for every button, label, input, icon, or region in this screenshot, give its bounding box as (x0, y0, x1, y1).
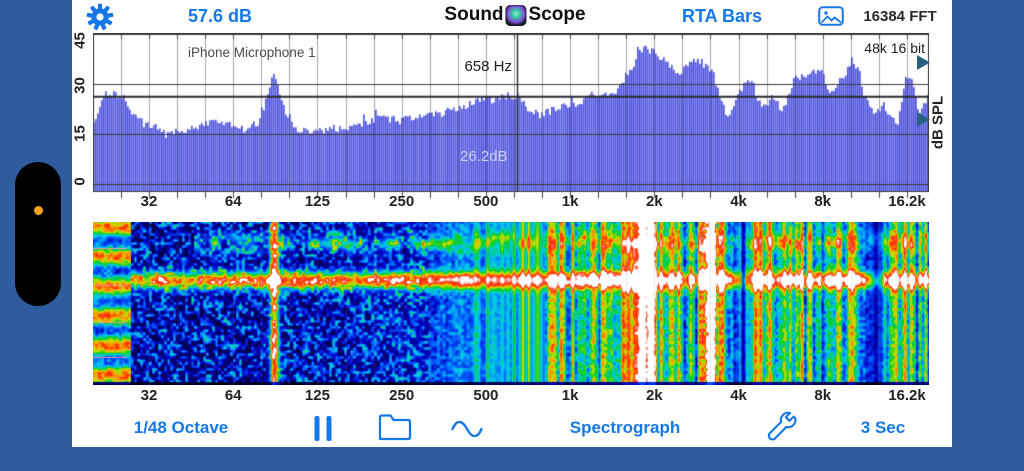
pause-button[interactable] (314, 416, 332, 441)
y-tick-30: 30 (71, 77, 89, 94)
fft-size-label: 16384 FFT (863, 8, 937, 25)
sample-format-label: 48k 16 bit (864, 40, 925, 56)
spec-x-tick-2k: 2k (645, 387, 663, 404)
y-tick-0: 0 (71, 177, 89, 186)
soundscope-logo-icon (505, 4, 527, 26)
rta-x-tick-16.2k: 16.2k (888, 193, 926, 210)
screenshot-button[interactable] (818, 6, 844, 26)
camera-dot (34, 206, 43, 215)
pause-icon (314, 416, 332, 441)
device-camera-pill (15, 162, 61, 306)
app-window: 57.6 dB Sound Scope RTA Bars 16384 FFT 4… (72, 0, 952, 447)
spec-x-tick-32: 32 (140, 387, 158, 404)
spectrograph-x-axis: 32 64 125 250 500 1k 2k 4k 8k 16.2k (72, 387, 952, 405)
level-readout[interactable]: 57.6 dB (187, 6, 253, 26)
gear-icon (86, 3, 114, 35)
rta-x-tick-8k: 8k (814, 193, 832, 210)
folder-icon (378, 414, 412, 445)
files-button[interactable] (378, 414, 412, 446)
rta-x-tick-64: 64 (224, 193, 242, 210)
rta-x-tick-125: 125 (304, 193, 330, 210)
rta-bars-plot[interactable] (93, 33, 929, 199)
spec-x-tick-64: 64 (224, 387, 242, 404)
spec-x-tick-250: 250 (389, 387, 415, 404)
y-axis-title: dB SPL (929, 95, 947, 150)
tools-button[interactable] (765, 410, 799, 449)
level-marker right-arrow-icon[interactable] (917, 112, 930, 132)
app-title-part2: Scope (528, 4, 586, 25)
spec-x-tick-8k: 8k (814, 387, 832, 404)
signal-generator-button[interactable] (451, 420, 483, 442)
mode-selector-button[interactable]: RTA Bars (681, 6, 763, 26)
time-span-button[interactable]: 3 Sec (860, 418, 906, 437)
peak-marker right-arrow-icon[interactable] (917, 55, 930, 75)
wrench-icon (765, 411, 799, 448)
spec-x-tick-4k: 4k (730, 387, 747, 404)
spectrograph-plot[interactable] (93, 222, 929, 385)
app-title: Sound Scope (444, 4, 586, 26)
photo-icon (818, 6, 844, 30)
rta-x-tick-32: 32 (140, 193, 158, 210)
sine-wave-icon (451, 420, 483, 441)
y-tick-45: 45 (71, 32, 89, 49)
input-source-label: iPhone Microphone 1 (188, 45, 316, 60)
spec-x-tick-16.2k: 16.2k (888, 387, 926, 404)
app-title-part1: Sound (444, 4, 504, 25)
cursor-level-label: 26.2dB (460, 148, 508, 165)
view-selector-button[interactable]: Spectrograph (569, 418, 681, 437)
rta-x-tick-1k: 1k (561, 193, 579, 210)
rta-x-axis: 32 64 125 250 500 1k 2k 4k 8k 16.2k (72, 193, 952, 211)
y-tick-15: 15 (71, 125, 89, 142)
rta-x-tick-2k: 2k (645, 193, 663, 210)
rta-x-tick-4k: 4k (730, 193, 747, 210)
cursor-frequency-label: 658 Hz (464, 58, 512, 75)
octave-resolution-button[interactable]: 1/48 Octave (133, 418, 229, 437)
rta-x-tick-250: 250 (389, 193, 415, 210)
settings-button[interactable] (86, 3, 116, 31)
spec-x-tick-1k: 1k (561, 387, 579, 404)
spec-x-tick-125: 125 (304, 387, 330, 404)
rta-x-tick-500: 500 (473, 193, 499, 210)
spec-x-tick-500: 500 (473, 387, 499, 404)
